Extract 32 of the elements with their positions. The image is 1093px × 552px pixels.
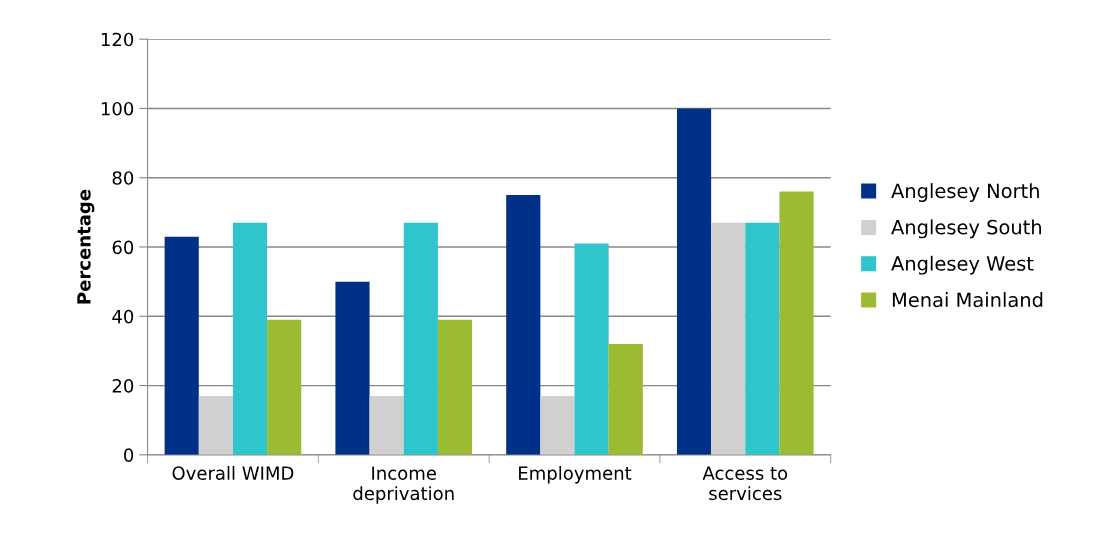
y-tick-label: 60 (112, 240, 134, 255)
y-tick-label: 100 (101, 101, 134, 116)
legend-label: Menai Mainland (892, 292, 1043, 308)
bar (506, 195, 541, 455)
bar (437, 319, 473, 455)
y-axis-title: Percentage (77, 189, 95, 304)
bar (198, 395, 233, 455)
bar (403, 222, 438, 455)
bar (608, 344, 643, 455)
x-tick-label: Income deprivation (353, 466, 454, 504)
y-tick-label: 20 (112, 379, 134, 393)
y-tick-label: 40 (112, 309, 134, 324)
bar (369, 395, 404, 455)
y-tick-label: 0 (124, 448, 134, 462)
x-tick-label: Overall WIMD (172, 465, 294, 480)
legend-label: Anglesey North (891, 183, 1039, 202)
bar (540, 395, 575, 455)
bar (779, 191, 814, 455)
bar (335, 281, 370, 455)
legend-label: Anglesey South (891, 219, 1041, 239)
bar (267, 319, 302, 455)
y-tick-label: 80 (112, 171, 134, 185)
bar (164, 236, 199, 455)
y-tick-label: 120 (101, 32, 134, 47)
x-tick-label: Access to services (702, 466, 788, 501)
bar (676, 108, 712, 455)
bar (574, 243, 609, 455)
bar (232, 222, 268, 455)
bar (711, 222, 746, 455)
bar (745, 222, 780, 455)
legend-label: Anglesey West (891, 255, 1034, 275)
x-tick-label: Employment (519, 465, 632, 484)
